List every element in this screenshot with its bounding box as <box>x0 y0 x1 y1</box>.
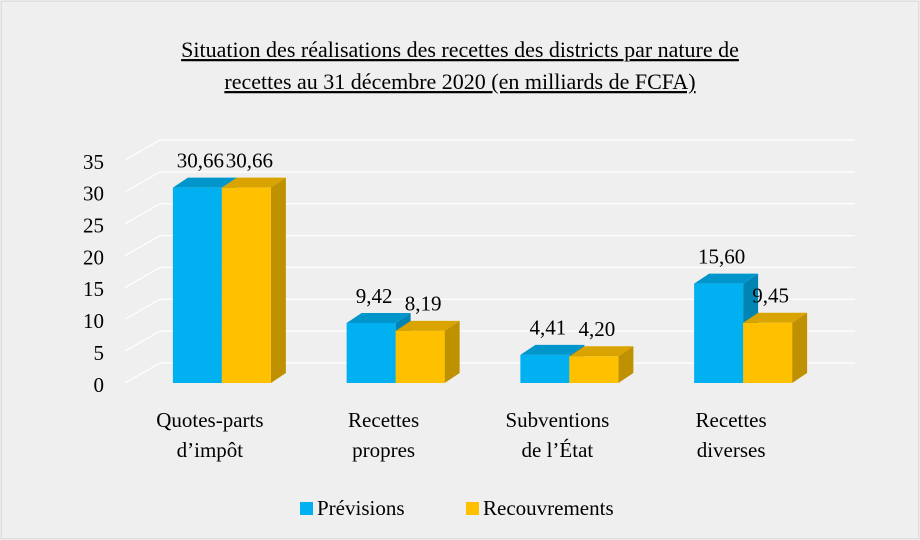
bar-side <box>792 312 808 383</box>
grid-line-side <box>124 171 161 193</box>
bar <box>694 283 744 383</box>
bar-side <box>618 346 634 383</box>
grid-line-side <box>124 139 161 161</box>
legend-swatch <box>466 502 479 515</box>
legend-label: Recouvrements <box>483 496 614 520</box>
bar-top <box>569 346 634 357</box>
bar-side <box>270 177 286 383</box>
value-label: 9,45 <box>752 284 789 308</box>
y-tick-label: 35 <box>83 150 104 174</box>
x-tick-label: Quotes-parts <box>156 408 263 432</box>
legend-swatch <box>300 502 313 515</box>
chart-title: recettes au 31 décembre 2020 (en milliar… <box>224 69 695 94</box>
bar-top <box>743 312 808 323</box>
y-tick-label: 20 <box>83 245 104 269</box>
y-tick-label: 5 <box>94 341 105 365</box>
x-tick-label: Recettes <box>348 408 419 432</box>
x-tick-label: Subventions <box>505 408 609 432</box>
bar <box>569 356 619 383</box>
bar-top <box>346 312 411 323</box>
grid-line-side <box>124 235 161 257</box>
value-label: 4,20 <box>579 317 616 341</box>
y-tick-label: 30 <box>83 182 104 206</box>
value-label: 4,41 <box>530 316 567 340</box>
y-tick-label: 15 <box>83 277 104 301</box>
value-label: 15,60 <box>698 244 745 268</box>
value-label: 30,66 <box>177 148 224 172</box>
x-tick-label: Recettes <box>696 408 767 432</box>
grid-line-side <box>124 362 161 384</box>
y-tick-label: 25 <box>83 214 104 238</box>
x-tick-label: propres <box>352 438 415 462</box>
legend-label: Prévisions <box>317 496 405 520</box>
bar <box>221 187 271 383</box>
value-label: 30,66 <box>226 148 273 172</box>
bar <box>743 322 793 383</box>
bar-side <box>444 320 460 383</box>
bar-top <box>520 344 585 355</box>
bar <box>520 354 570 383</box>
grid-line-side <box>124 330 161 352</box>
bar-top <box>221 177 286 188</box>
chart-title: Situation des réalisations des recettes … <box>181 37 739 62</box>
bar <box>172 187 222 383</box>
bar <box>395 330 445 383</box>
bar <box>346 322 396 383</box>
grid-line-side <box>124 266 161 288</box>
grid-line-side <box>124 298 161 320</box>
x-tick-label: de l’État <box>522 438 594 462</box>
bar-top <box>395 320 460 331</box>
bar-top <box>694 273 759 284</box>
y-tick-label: 10 <box>83 309 104 333</box>
value-label: 8,19 <box>405 292 442 316</box>
y-tick-label: 0 <box>94 373 105 397</box>
x-tick-label: d’impôt <box>177 438 244 462</box>
grid-line-side <box>124 203 161 225</box>
x-tick-label: diverses <box>697 438 766 462</box>
value-label: 9,42 <box>356 284 393 308</box>
bar-top <box>172 177 237 188</box>
